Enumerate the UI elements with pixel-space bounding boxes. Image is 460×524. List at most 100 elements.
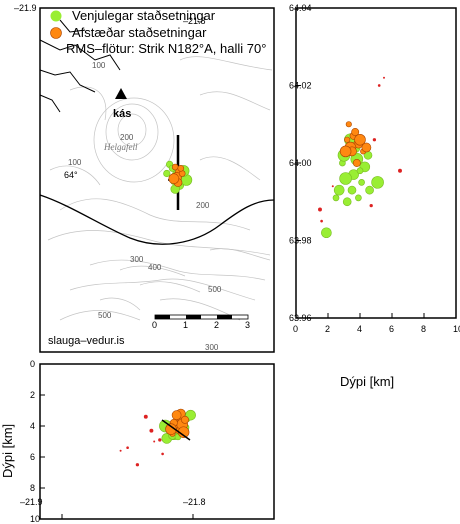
normal-event-marker: [371, 176, 384, 189]
y-tick-label: 10: [30, 514, 40, 524]
x-tick-label: 10: [453, 324, 460, 334]
small-event-marker: [318, 207, 322, 212]
y-tick-label: 8: [30, 483, 35, 493]
contour-label: 300: [130, 255, 144, 264]
small-event-marker: [149, 428, 154, 433]
y-tick-label: 2: [30, 390, 35, 400]
relocated-event-marker: [181, 415, 189, 424]
depth-latitude-markers: [318, 76, 402, 239]
normal-event-marker: [358, 179, 365, 186]
small-event-marker: [158, 438, 162, 442]
normal-event-marker: [347, 185, 357, 195]
depth-latitude-panel: 0 2 4 6 8 10 64.04 64.02 64.00 63.98 63.96 Dýpi [k…: [289, 3, 460, 389]
relocated-event-marker: [345, 121, 352, 128]
contour-label: 400: [148, 263, 162, 272]
station-label: kás: [113, 108, 131, 120]
normal-event-marker: [356, 167, 364, 175]
credit-label: slauga–vedur.is: [48, 335, 125, 347]
relocated-event-marker: [165, 423, 177, 435]
scale-label: 0: [152, 320, 157, 330]
contour-label: 100: [92, 61, 106, 70]
x-tick-label: 2: [325, 324, 330, 334]
small-event-marker: [161, 452, 164, 456]
topographic-contours: [47, 56, 273, 321]
legend-rms-label: RMS–flötur: Strik N182°A, halli 70°: [66, 41, 266, 56]
scale-label: 2: [214, 320, 219, 330]
normal-event-marker: [321, 227, 332, 239]
legend-relocated-marker: [50, 27, 62, 39]
normal-event-marker: [355, 194, 362, 202]
longitude-depth-frame: [39, 363, 275, 520]
relocated-event-marker: [354, 134, 366, 146]
small-event-marker: [331, 185, 334, 188]
legend-normal-marker: [50, 10, 62, 22]
legend: Venjulegar staðsetningar Afstæðar staðse…: [50, 8, 266, 56]
fissure-swarm-boundary: [39, 194, 275, 245]
normal-event-marker: [365, 185, 374, 195]
relocated-event-marker: [168, 173, 180, 184]
y-tick-label: 6: [30, 452, 35, 462]
small-event-marker: [153, 440, 156, 443]
depth-latitude-frame: [295, 7, 457, 319]
small-event-marker: [369, 203, 373, 208]
legend-normal-label: Venjulegar staðsetningar: [72, 8, 216, 23]
x-tick-label: 0: [293, 324, 298, 334]
depth-axis-label-right: Dýpi [km]: [340, 374, 394, 389]
seismic-station-icon: [115, 88, 127, 99]
y-tick-label: 64.02: [289, 81, 312, 91]
depth-axis-label-bottom: Dýpi [km]: [0, 424, 15, 478]
normal-event-marker: [163, 169, 171, 178]
lon-label: –21.8: [183, 16, 206, 26]
relocated-event-marker: [352, 159, 361, 167]
normal-event-marker: [342, 197, 352, 207]
y-tick-label: 0: [30, 359, 35, 369]
contour-label: 200: [196, 201, 210, 210]
small-event-marker: [372, 138, 377, 142]
relocated-event-marker: [339, 145, 352, 158]
small-event-marker: [135, 463, 140, 467]
longitude-depth-markers: [119, 408, 196, 467]
contour-label: 100: [68, 158, 82, 167]
contour-label: 500: [98, 311, 112, 320]
longitude-depth-panel: 0 2 4 6 8 10 –21.9 –21.8 Dýpi [km]: [0, 359, 275, 524]
small-event-marker: [126, 446, 129, 450]
x-tick-label: 8: [421, 324, 426, 334]
map-frame: [39, 7, 275, 353]
contour-label: 200: [120, 133, 134, 142]
coastline: [39, 19, 121, 113]
contour-label: 500: [208, 285, 222, 294]
lat-label: 64°: [64, 170, 78, 180]
y-tick-label: 4: [30, 421, 35, 431]
scale-label: 3: [245, 320, 250, 330]
x-tick-label: –21.9: [20, 497, 43, 507]
x-tick-label: 6: [389, 324, 394, 334]
relocated-event-marker: [344, 136, 351, 143]
small-event-marker: [377, 84, 381, 87]
x-tick-label: 4: [357, 324, 362, 334]
y-tick-label: 63.96: [289, 313, 312, 323]
scale-label: 1: [183, 320, 188, 330]
normal-event-marker: [332, 194, 340, 202]
normal-event-marker: [333, 184, 345, 196]
contour-label: 300: [205, 343, 219, 352]
small-event-marker: [383, 76, 385, 79]
small-event-marker: [320, 219, 323, 223]
relocated-event-marker: [351, 128, 360, 136]
scale-bar: 0 1 2 3: [152, 314, 250, 330]
normal-event-marker: [339, 172, 352, 185]
map-panel: 100 100 200 200 300 400 500 500 300 kás …: [14, 3, 275, 353]
relocated-event-marker: [171, 410, 182, 421]
longitude-depth-ticks: 0 2 4 6 8 10 –21.9 –21.8: [20, 359, 206, 524]
relocated-event-marker: [177, 165, 185, 172]
small-event-marker: [398, 168, 402, 173]
legend-relocated-label: Afstæðar staðsetningar: [72, 25, 207, 40]
rms-fault-line-section: [161, 419, 191, 441]
y-tick-label: 63.98: [289, 236, 312, 246]
depth-latitude-ticks: 0 2 4 6 8 10 64.04 64.02 64.00 63.98 63.96: [289, 3, 460, 334]
y-tick-label: 64.04: [289, 3, 312, 13]
map-event-markers: [163, 160, 193, 194]
relocated-event-marker: [361, 142, 372, 153]
small-event-marker: [119, 449, 122, 452]
y-tick-label: 64.00: [289, 158, 312, 168]
